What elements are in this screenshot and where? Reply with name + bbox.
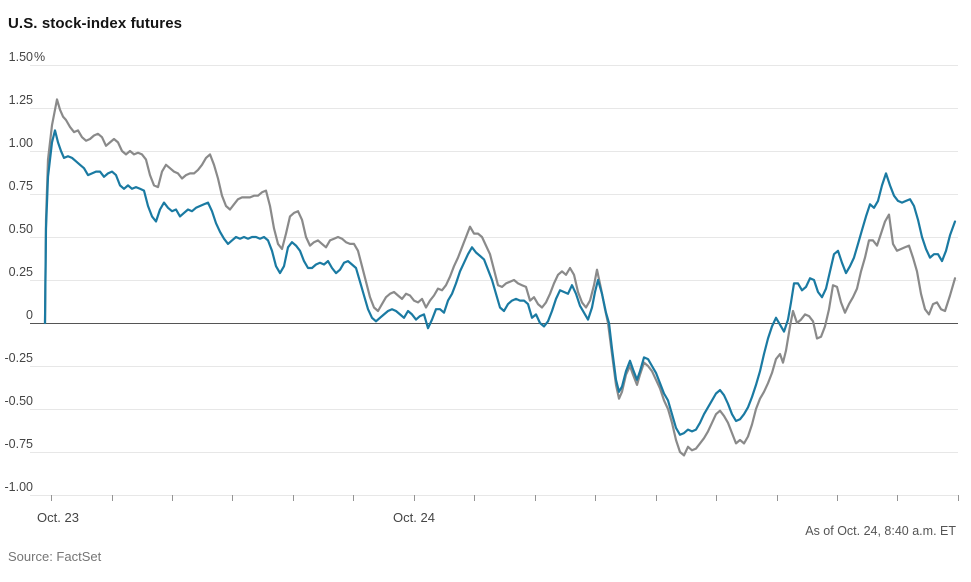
y-tick-label: 1.00 bbox=[9, 136, 33, 150]
y-tick-label: -1.00 bbox=[5, 480, 34, 494]
as-of-timestamp: As of Oct. 24, 8:40 a.m. ET bbox=[805, 524, 956, 538]
y-tick-label: -0.50 bbox=[5, 394, 34, 408]
series-line-blue-series bbox=[43, 129, 957, 436]
y-tick-label: -0.25 bbox=[5, 351, 34, 365]
y-axis-unit-suffix: % bbox=[34, 50, 45, 64]
y-tick-label: 0.25 bbox=[9, 265, 33, 279]
x-tick-label: Oct. 23 bbox=[37, 510, 79, 525]
y-tick-label: 0.50 bbox=[9, 222, 33, 236]
y-tick-label: 0.75 bbox=[9, 179, 33, 193]
x-tick-label: Oct. 24 bbox=[393, 510, 435, 525]
series-line-gray-series bbox=[43, 98, 957, 457]
y-tick-label: 1.50 bbox=[9, 50, 33, 64]
y-tick-label: 0 bbox=[26, 308, 33, 322]
source-attribution: Source: FactSet bbox=[8, 549, 102, 564]
page-title: U.S. stock-index futures bbox=[8, 15, 183, 32]
y-tick-label: -0.75 bbox=[5, 437, 34, 451]
y-tick-label: 1.25 bbox=[9, 93, 33, 107]
